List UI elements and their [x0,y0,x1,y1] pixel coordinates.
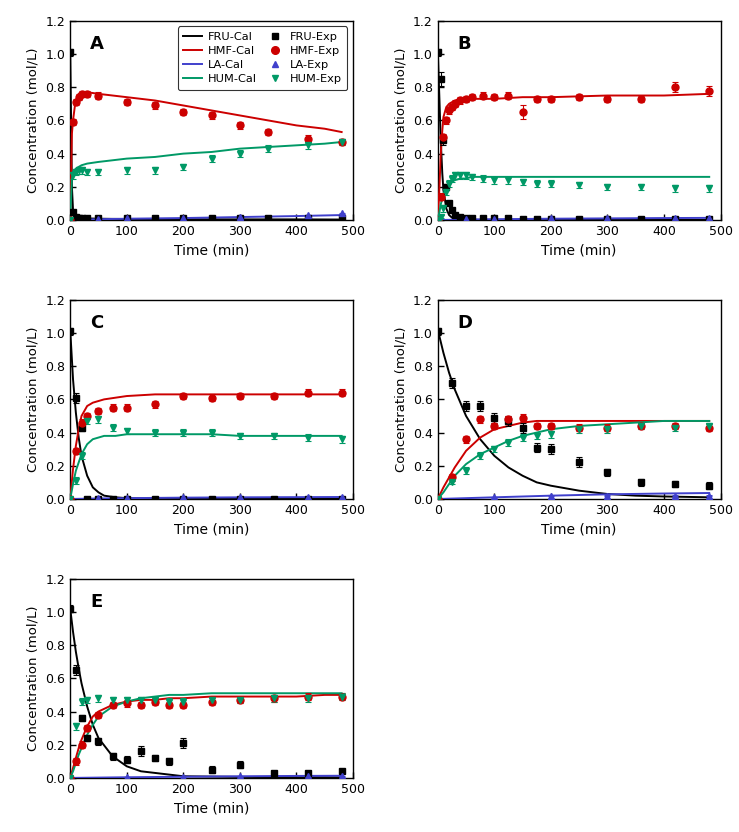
X-axis label: Time (min): Time (min) [542,244,617,257]
Y-axis label: Concentration (mol/L): Concentration (mol/L) [395,47,407,193]
Text: D: D [457,314,472,332]
Y-axis label: Concentration (mol/L): Concentration (mol/L) [395,327,407,472]
Text: E: E [90,592,102,611]
Y-axis label: Concentration (mol/L): Concentration (mol/L) [27,327,40,472]
Text: A: A [90,35,104,52]
Legend: FRU-Cal, HMF-Cal, LA-Cal, HUM-Cal, FRU-Exp, HMF-Exp, LA-Exp, HUM-Exp: FRU-Cal, HMF-Cal, LA-Cal, HUM-Cal, FRU-E… [178,27,347,90]
Y-axis label: Concentration (mol/L): Concentration (mol/L) [27,47,40,193]
Text: C: C [90,314,103,332]
Y-axis label: Concentration (mol/L): Concentration (mol/L) [27,606,40,751]
X-axis label: Time (min): Time (min) [174,801,249,815]
X-axis label: Time (min): Time (min) [174,244,249,257]
X-axis label: Time (min): Time (min) [542,522,617,537]
X-axis label: Time (min): Time (min) [174,522,249,537]
Text: B: B [457,35,471,52]
